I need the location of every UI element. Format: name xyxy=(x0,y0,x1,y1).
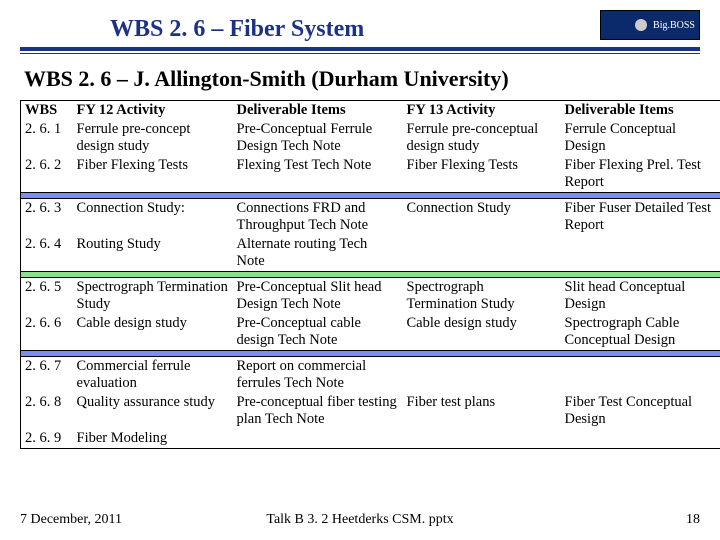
table-cell: 2. 6. 6 xyxy=(21,314,73,351)
table-cell xyxy=(403,235,561,272)
table-row: 2. 6. 2Fiber Flexing TestsFlexing Test T… xyxy=(21,156,720,193)
table-row: 2. 6. 3Connection Study:Connections FRD … xyxy=(21,199,720,236)
column-header: FY 12 Activity xyxy=(73,101,233,121)
table-cell: Fiber Modeling xyxy=(73,429,233,449)
table-cell: Spectrograph Termination Study xyxy=(403,278,561,315)
table-cell: Fiber Test Conceptual Design xyxy=(561,393,720,429)
table-cell: Commercial ferrule evaluation xyxy=(73,357,233,394)
logo-text: Big.BOSS xyxy=(653,20,695,31)
table-cell: Report on commercial ferrules Tech Note xyxy=(233,357,403,394)
table-row: 2. 6. 9Fiber Modeling xyxy=(21,429,720,449)
table-cell: Spectrograph Cable Conceptual Design xyxy=(561,314,720,351)
table-cell xyxy=(233,429,403,449)
table-cell: Cable design study xyxy=(403,314,561,351)
footer-date: 7 December, 2011 xyxy=(20,512,122,528)
slide-title: WBS 2. 6 – Fiber System xyxy=(20,10,364,43)
table-cell: Pre-Conceptual Ferrule Design Tech Note xyxy=(233,120,403,156)
table-cell xyxy=(561,235,720,272)
table-cell: Ferrule pre-concept design study xyxy=(73,120,233,156)
table-cell: Connection Study: xyxy=(73,199,233,236)
table-row: 2. 6. 4Routing StudyAlternate routing Te… xyxy=(21,235,720,272)
table-cell: 2. 6. 3 xyxy=(21,199,73,236)
table-cell: 2. 6. 7 xyxy=(21,357,73,394)
table-row: 2. 6. 5Spectrograph Termination StudyPre… xyxy=(21,278,720,315)
title-rule xyxy=(20,47,700,54)
table-cell xyxy=(403,357,561,394)
table-cell: 2. 6. 2 xyxy=(21,156,73,193)
table-cell: Fiber test plans xyxy=(403,393,561,429)
logo-icon xyxy=(635,19,647,31)
table-header-row: WBSFY 12 ActivityDeliverable ItemsFY 13 … xyxy=(21,101,720,121)
table-row: 2. 6. 7Commercial ferrule evaluationRepo… xyxy=(21,357,720,394)
table-row: 2. 6. 6Cable design studyPre-Conceptual … xyxy=(21,314,720,351)
column-header: WBS xyxy=(21,101,73,121)
table-cell: Connection Study xyxy=(403,199,561,236)
table-row: 2. 6. 1Ferrule pre-concept design studyP… xyxy=(21,120,720,156)
table-cell: Fiber Flexing Tests xyxy=(403,156,561,193)
column-header: Deliverable Items xyxy=(561,101,720,121)
table-cell: Quality assurance study xyxy=(73,393,233,429)
table-cell xyxy=(561,429,720,449)
table-cell: Connections FRD and Throughput Tech Note xyxy=(233,199,403,236)
page-number: 18 xyxy=(686,512,700,528)
table-cell: 2. 6. 5 xyxy=(21,278,73,315)
wbs-table: WBSFY 12 ActivityDeliverable ItemsFY 13 … xyxy=(20,100,720,449)
table-cell: 2. 6. 1 xyxy=(21,120,73,156)
table-cell: 2. 6. 4 xyxy=(21,235,73,272)
table-cell: 2. 6. 9 xyxy=(21,429,73,449)
column-header: Deliverable Items xyxy=(233,101,403,121)
table-cell: Fiber Fuser Detailed Test Report xyxy=(561,199,720,236)
table-cell: Ferrule Conceptual Design xyxy=(561,120,720,156)
table-cell xyxy=(403,429,561,449)
table-cell: Ferrule pre-conceptual design study xyxy=(403,120,561,156)
table-cell: Cable design study xyxy=(73,314,233,351)
table-cell: Fiber Flexing Prel. Test Report xyxy=(561,156,720,193)
column-header: FY 13 Activity xyxy=(403,101,561,121)
logo-badge: Big.BOSS xyxy=(600,10,700,40)
table-row: 2. 6. 8Quality assurance studyPre-concep… xyxy=(21,393,720,429)
slide: WBS 2. 6 – Fiber System Big.BOSS WBS 2. … xyxy=(0,0,720,540)
footer-filename: Talk B 3. 2 Heetderks CSM. pptx xyxy=(266,512,453,528)
table-cell: 2. 6. 8 xyxy=(21,393,73,429)
footer: 7 December, 2011 Talk B 3. 2 Heetderks C… xyxy=(20,512,700,528)
table-cell: Slit head Conceptual Design xyxy=(561,278,720,315)
table-cell: Pre-conceptual fiber testing plan Tech N… xyxy=(233,393,403,429)
table-cell: Pre-Conceptual cable design Tech Note xyxy=(233,314,403,351)
table-cell xyxy=(561,357,720,394)
table-cell: Routing Study xyxy=(73,235,233,272)
table-cell: Alternate routing Tech Note xyxy=(233,235,403,272)
table-cell: Spectrograph Termination Study xyxy=(73,278,233,315)
table-cell: Flexing Test Tech Note xyxy=(233,156,403,193)
header-row: WBS 2. 6 – Fiber System Big.BOSS xyxy=(20,10,700,43)
table-cell: Pre-Conceptual Slit head Design Tech Not… xyxy=(233,278,403,315)
table-cell: Fiber Flexing Tests xyxy=(73,156,233,193)
subtitle: WBS 2. 6 – J. Allington-Smith (Durham Un… xyxy=(24,66,700,92)
